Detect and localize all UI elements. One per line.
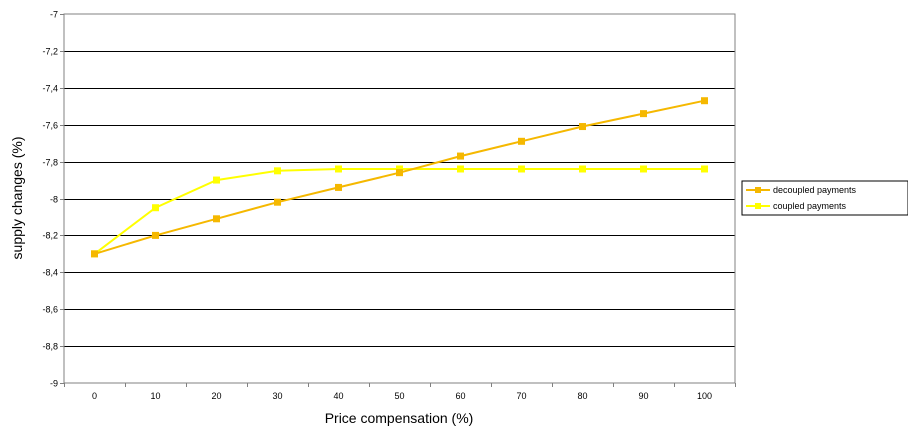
legend-label-coupled-payments: coupled payments [773,201,847,211]
decoupled-payments-point [91,250,98,258]
decoupled-payments-point [640,110,647,118]
y-tick-label: -7,2 [42,47,58,57]
coupled-payments-point [701,165,708,173]
x-axis-title: Price compensation (%) [325,410,474,426]
legend-label-decoupled-payments: decoupled payments [773,185,857,195]
y-tick-label: -8,8 [42,342,58,352]
coupled-payments-point [579,165,586,173]
y-tick-label: -7,4 [42,84,58,94]
coupled-payments-point [518,165,525,173]
decoupled-payments-point [335,183,342,191]
y-tick-label: -9 [50,379,58,389]
coupled-payments-point [152,204,159,212]
decoupled-payments-line [94,99,705,255]
decoupled-payments-point [213,215,220,223]
x-tick-label: 70 [516,391,526,401]
y-tick-label: -8 [50,195,58,205]
x-tick-label: 100 [697,391,712,401]
decoupled-payments-point [518,137,525,145]
x-tick-label: 50 [394,391,404,401]
coupled-payments-point [274,167,281,175]
y-tick-label: -8,2 [42,231,58,241]
decoupled-payments-point [396,169,403,177]
y-axis: -7 -7,2 -7,4 -7,6 -7,8 -8 -8,2 -8,4 -8,6 -8,8 -9 [42,10,64,389]
x-tick-label: 20 [211,391,221,401]
gridlines [64,51,735,347]
coupled-payments-point [457,165,464,173]
coupled-payments-point [640,165,647,173]
x-tick-label: 0 [92,391,97,401]
x-tick-label: 80 [577,391,587,401]
plot-area-border [63,13,736,384]
decoupled-payments-point [152,231,159,239]
decoupled-payments-point [579,123,586,131]
x-tick-label: 10 [150,391,160,401]
x-tick-label: 30 [272,391,282,401]
decoupled-payments-point [457,152,464,160]
legend-swatch-marker-decoupled-payments [755,187,761,193]
series-layer [91,97,708,258]
y-axis-title: supply changes (%) [9,137,25,260]
coupled-payments-point [213,176,220,184]
y-tick-label: -8,4 [42,268,58,278]
legend-swatch-marker-coupled-payments [755,203,761,209]
coupled-payments-point [335,165,342,173]
y-tick-label: -8,6 [42,305,58,315]
decoupled-payments-point [274,198,281,206]
coupled-payments-line [93,168,705,255]
y-tick-label: -7,6 [42,121,58,131]
x-tick-label: 60 [455,391,465,401]
y-tick-label: -7,8 [42,158,58,168]
x-tick-label: 90 [638,391,648,401]
x-axis: 0 10 20 30 40 50 60 70 80 90 100 [64,383,736,401]
x-tick-label: 40 [333,391,343,401]
y-tick-label: -7 [50,10,58,20]
legend: decoupled payments coupled payments [741,180,908,216]
decoupled-payments-point [701,97,708,105]
legend-box [741,180,908,216]
